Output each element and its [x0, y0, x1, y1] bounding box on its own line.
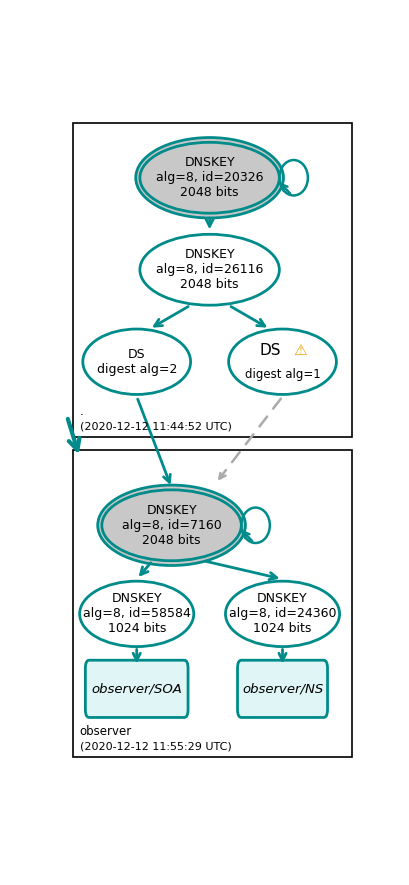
Text: observer/NS: observer/NS	[242, 682, 323, 696]
Text: .: .	[80, 404, 83, 418]
Text: (2020-12-12 11:44:52 UTC): (2020-12-12 11:44:52 UTC)	[80, 421, 231, 431]
Ellipse shape	[136, 137, 283, 218]
Ellipse shape	[102, 490, 241, 561]
Text: digest alg=1: digest alg=1	[245, 367, 320, 381]
Ellipse shape	[140, 142, 279, 213]
Text: DS
digest alg=2: DS digest alg=2	[97, 348, 177, 376]
Text: DS: DS	[259, 342, 281, 358]
Ellipse shape	[225, 581, 339, 647]
Ellipse shape	[80, 581, 194, 647]
Text: DNSKEY
alg=8, id=24360
1024 bits: DNSKEY alg=8, id=24360 1024 bits	[229, 592, 336, 635]
Text: observer: observer	[80, 725, 132, 738]
Ellipse shape	[98, 485, 245, 566]
Ellipse shape	[83, 329, 191, 395]
FancyBboxPatch shape	[85, 660, 188, 718]
FancyBboxPatch shape	[238, 660, 328, 718]
Text: (2020-12-12 11:55:29 UTC): (2020-12-12 11:55:29 UTC)	[80, 742, 231, 751]
Text: DNSKEY
alg=8, id=58584
1024 bits: DNSKEY alg=8, id=58584 1024 bits	[83, 592, 191, 635]
Ellipse shape	[229, 329, 337, 395]
Text: DNSKEY
alg=8, id=7160
2048 bits: DNSKEY alg=8, id=7160 2048 bits	[122, 504, 221, 547]
Text: DNSKEY
alg=8, id=26116
2048 bits: DNSKEY alg=8, id=26116 2048 bits	[156, 249, 263, 291]
Text: ⚠: ⚠	[293, 342, 307, 358]
Ellipse shape	[140, 235, 279, 305]
Text: DNSKEY
alg=8, id=20326
2048 bits: DNSKEY alg=8, id=20326 2048 bits	[156, 157, 263, 199]
Text: observer/SOA: observer/SOA	[91, 682, 182, 696]
